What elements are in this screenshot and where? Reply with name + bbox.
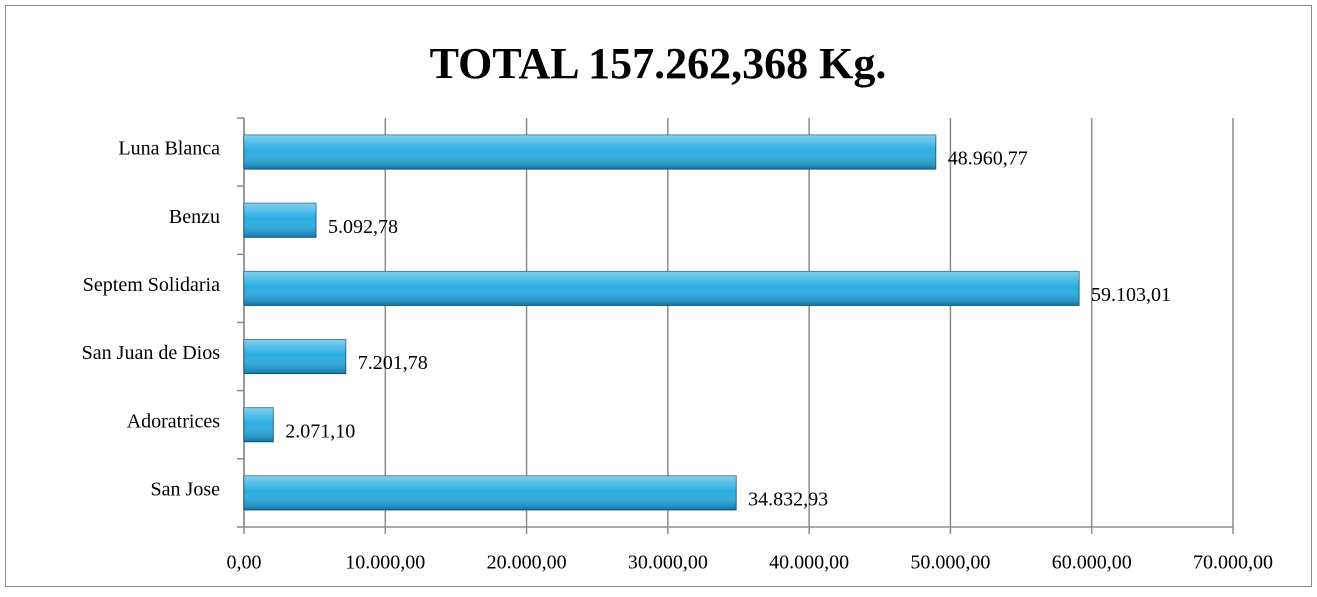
value-label: 59.103,01 (1091, 284, 1171, 306)
chart-title: TOTAL 157.262,368 Kg. (430, 39, 887, 88)
value-label: 34.832,93 (748, 489, 828, 511)
bar-highlight (244, 271, 1080, 306)
bar-highlight (244, 407, 274, 442)
x-tick-label: 70.000,00 (1193, 552, 1273, 574)
x-tick-label: 50.000,00 (910, 552, 990, 574)
bar-highlight (244, 339, 346, 374)
y-tick-label: Luna Blanca (118, 138, 220, 160)
value-label: 5.092,78 (328, 216, 398, 238)
value-label: 2.071,10 (285, 420, 355, 442)
y-tick-label: Adoratrices (127, 410, 221, 432)
y-tick-label: San Juan de Dios (82, 342, 221, 364)
x-tick-label: 0,00 (227, 552, 262, 574)
x-tick-label: 10.000,00 (345, 552, 425, 574)
y-tick-label: Septem Solidaria (83, 274, 220, 296)
value-label: 7.201,78 (358, 352, 428, 374)
bar-highlight (244, 135, 936, 170)
y-tick-label: San Jose (151, 479, 221, 501)
x-tick-label: 30.000,00 (628, 552, 708, 574)
bar-highlight (244, 203, 316, 238)
x-tick-label: 40.000,00 (769, 552, 849, 574)
bar-highlight (244, 475, 737, 510)
x-tick-label: 60.000,00 (1052, 552, 1132, 574)
y-tick-label: Benzu (169, 206, 220, 228)
value-label: 48.960,77 (948, 148, 1028, 170)
x-tick-label: 20.000,00 (487, 552, 567, 574)
